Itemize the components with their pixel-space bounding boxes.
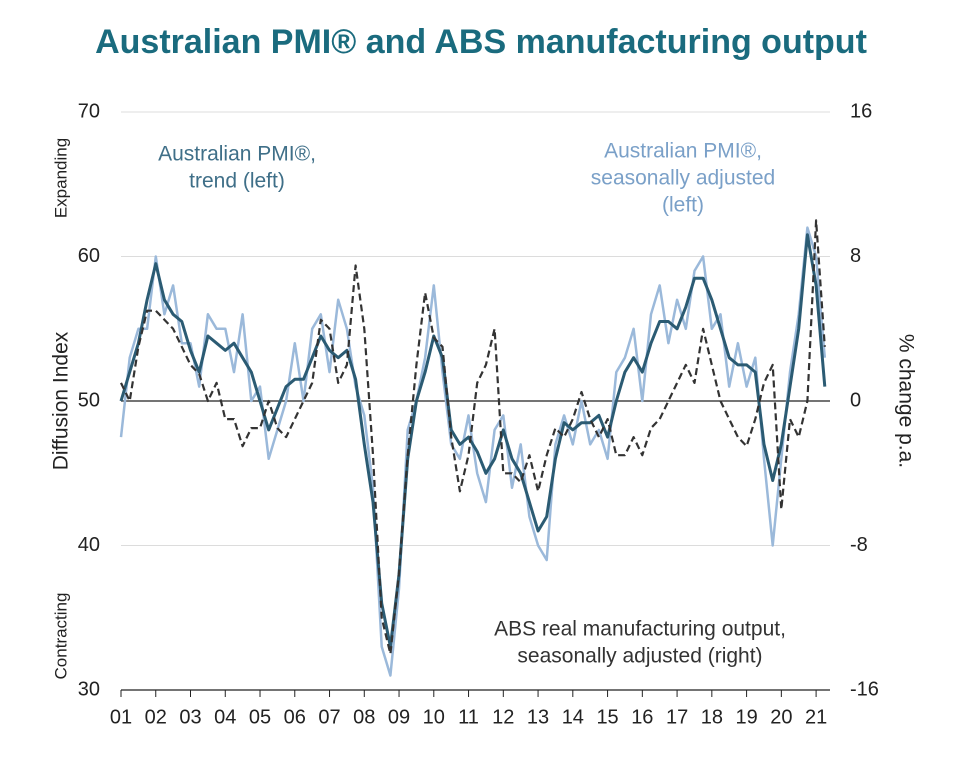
x-tick-label: 10 bbox=[423, 706, 445, 728]
y2-tick-label: -8 bbox=[850, 534, 868, 556]
y-tick-label: 70 bbox=[78, 100, 100, 122]
expanding-label: Expanding bbox=[51, 138, 70, 218]
series-line bbox=[119, 226, 827, 677]
y2-tick-label: -16 bbox=[850, 678, 879, 700]
x-tick-label: 21 bbox=[805, 706, 827, 728]
series-label: Australian PMI®, bbox=[158, 143, 316, 166]
x-tick-label: 13 bbox=[527, 706, 549, 728]
x-tick-label: 02 bbox=[145, 706, 167, 728]
y-tick-label: 40 bbox=[78, 534, 100, 556]
x-tick-label: 15 bbox=[596, 706, 618, 728]
y2-axis-title: % change p.a. bbox=[894, 334, 917, 468]
y-tick-label: 60 bbox=[78, 245, 100, 267]
x-tick-label: 01 bbox=[110, 706, 132, 728]
x-tick-label: 18 bbox=[701, 706, 723, 728]
series-label: trend (left) bbox=[189, 170, 285, 193]
x-tick-label: 03 bbox=[179, 706, 201, 728]
series-label: seasonally adjusted (right) bbox=[517, 645, 762, 668]
y-axis-title: Diffusion Index bbox=[50, 331, 73, 470]
x-tick-label: 12 bbox=[492, 706, 514, 728]
x-tick-label: 11 bbox=[458, 706, 479, 728]
series-label: (left) bbox=[662, 194, 704, 217]
x-tick-label: 05 bbox=[249, 706, 271, 728]
series-line bbox=[120, 219, 826, 655]
series-line bbox=[119, 233, 827, 649]
series-label: ABS real manufacturing output, bbox=[494, 618, 786, 641]
x-tick-label: 19 bbox=[735, 706, 757, 728]
x-tick-label: 17 bbox=[666, 706, 688, 728]
chart-title: Australian PMI® and ABS manufacturing ou… bbox=[95, 23, 867, 61]
x-tick-label: 16 bbox=[631, 706, 653, 728]
x-tick-label: 20 bbox=[770, 706, 792, 728]
y-tick-label: 30 bbox=[78, 678, 100, 700]
y2-tick-label: 0 bbox=[850, 389, 861, 411]
y2-tick-label: 8 bbox=[850, 245, 861, 267]
x-tick-label: 06 bbox=[284, 706, 306, 728]
y2-tick-label: 16 bbox=[850, 100, 872, 122]
series-label: Australian PMI®, bbox=[604, 140, 762, 163]
x-tick-label: 07 bbox=[318, 706, 340, 728]
series-label: seasonally adjusted bbox=[591, 167, 775, 190]
y-tick-label: 50 bbox=[78, 389, 100, 411]
x-tick-label: 09 bbox=[388, 706, 410, 728]
x-tick-label: 04 bbox=[214, 706, 236, 728]
x-tick-label: 14 bbox=[562, 706, 584, 728]
contracting-label: Contracting bbox=[51, 593, 70, 680]
x-tick-label: 08 bbox=[353, 706, 375, 728]
